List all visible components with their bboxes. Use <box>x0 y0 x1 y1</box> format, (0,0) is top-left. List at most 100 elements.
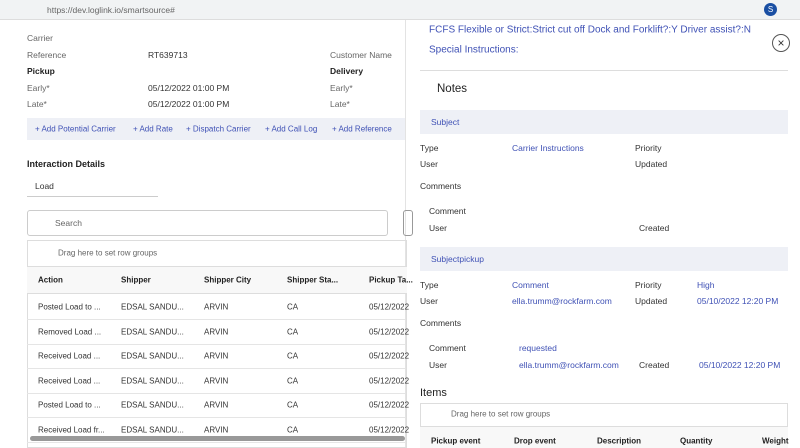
cell: EDSAL SANDU... <box>121 425 184 435</box>
field-label: Customer Name <box>330 50 392 60</box>
note-subject-bar <box>420 110 788 134</box>
note-user: ella.trumm@rockfarm.com <box>512 296 612 306</box>
section-label: Pickup <box>27 66 55 76</box>
group-hint: Drag here to set row groups <box>451 409 551 419</box>
cell: Received Load ... <box>38 376 101 386</box>
column-header[interactable]: Action <box>38 275 63 285</box>
note-updated: 05/10/2022 12:20 PM <box>697 296 779 306</box>
action-button[interactable]: + Add Potential Carrier <box>35 124 116 134</box>
side-button[interactable] <box>403 210 413 236</box>
field-label: Late* <box>27 99 47 109</box>
cell: 05/12/2022 <box>369 400 410 410</box>
note-label: Comment <box>429 343 466 353</box>
column-header[interactable]: Pickup Ta... <box>369 275 413 285</box>
column-header[interactable]: Weight <box>762 436 789 446</box>
field-value: 05/12/2022 01:00 PM <box>148 83 230 93</box>
cell: CA <box>287 425 299 435</box>
action-button[interactable]: + Dispatch Carrier <box>186 124 251 134</box>
section-title: Interaction Details <box>27 159 106 169</box>
note-created: 05/10/2022 12:20 PM <box>699 360 781 370</box>
field-label: Reference <box>27 50 67 60</box>
cell: CA <box>287 302 299 312</box>
action-button[interactable]: + Add Rate <box>133 124 173 134</box>
field-value: RT639713 <box>148 50 188 60</box>
row-divider <box>27 442 405 443</box>
column-header[interactable]: Shipper City <box>204 275 252 285</box>
cell: 05/12/2022 <box>369 425 410 435</box>
note-label: Priority <box>635 280 662 290</box>
note-label: Created <box>639 223 670 233</box>
note-label: Comments <box>420 181 462 191</box>
note-label: Updated <box>635 296 668 306</box>
divider <box>420 70 788 71</box>
row-divider <box>27 319 405 320</box>
field-label: Late* <box>330 99 350 109</box>
left-panel <box>0 20 405 448</box>
column-header[interactable]: Description <box>597 436 642 446</box>
note-subject[interactable]: Subject <box>431 117 460 127</box>
column-header[interactable]: Shipper <box>121 275 151 285</box>
group-hint: Drag here to set row groups <box>58 248 158 258</box>
note-label: Type <box>420 143 439 153</box>
note-subject[interactable]: Subjectpickup <box>431 254 484 264</box>
column-header[interactable]: Quantity <box>680 436 713 446</box>
cell: Received Load ... <box>38 351 101 361</box>
row-divider <box>27 392 405 394</box>
close-button[interactable]: × <box>772 34 790 52</box>
notes-drawer <box>405 20 800 448</box>
row-divider <box>27 343 405 345</box>
note-label: Created <box>639 360 670 370</box>
cell: ARVIN <box>204 376 229 386</box>
cell: Posted Load to ... <box>38 400 101 410</box>
note-label: User <box>429 360 447 370</box>
column-header[interactable]: Pickup event <box>431 436 481 446</box>
note-priority: High <box>697 280 715 290</box>
field-label: Early* <box>330 83 353 93</box>
section-label: Delivery <box>330 66 364 76</box>
note-label: User <box>420 296 438 306</box>
avatar[interactable]: S <box>764 3 777 16</box>
cell: ARVIN <box>204 400 229 410</box>
note-label: User <box>429 223 447 233</box>
note-label: Updated <box>635 159 668 169</box>
filter-select[interactable] <box>27 175 158 197</box>
field-label: Early* <box>27 83 50 93</box>
note-comment: requested <box>519 343 557 353</box>
items-title: Items <box>420 387 447 399</box>
cell: EDSAL SANDU... <box>121 400 184 410</box>
column-header[interactable]: Drop event <box>514 436 556 446</box>
note-label: Type <box>420 280 439 290</box>
browser-bar <box>0 0 800 20</box>
search-placeholder[interactable]: Search <box>55 218 82 228</box>
cell: EDSAL SANDU... <box>121 376 184 386</box>
note-label: Comments <box>420 318 462 328</box>
filter-value[interactable]: Load <box>35 181 54 191</box>
cell: 05/12/2022 <box>369 302 410 312</box>
instructions: FCFS Flexible or Strict:Strict cut off D… <box>429 24 751 36</box>
cell: ARVIN <box>204 302 229 312</box>
note-user: ella.trumm@rockfarm.com <box>519 360 619 370</box>
cell: ARVIN <box>204 327 229 337</box>
action-button[interactable]: + Add Call Log <box>265 124 318 134</box>
special-instructions: Special Instructions: <box>429 44 519 56</box>
url[interactable]: https://dev.loglink.io/smartsource# <box>47 5 175 15</box>
note-type: Comment <box>512 280 549 290</box>
action-button[interactable]: + Add Reference <box>332 124 392 134</box>
note-label: Comment <box>429 206 466 216</box>
column-header[interactable]: Shipper Sta... <box>287 275 339 285</box>
note-label: User <box>420 159 438 169</box>
cell: EDSAL SANDU... <box>121 351 184 361</box>
cell: ARVIN <box>204 351 229 361</box>
row-divider <box>27 368 405 370</box>
search-box[interactable] <box>27 210 388 236</box>
cell: EDSAL SANDU... <box>121 302 184 312</box>
action-bar <box>27 118 405 140</box>
cell: 05/12/2022 <box>369 327 410 337</box>
cell: Removed Load ... <box>38 327 102 337</box>
cell: CA <box>287 376 299 386</box>
grid-header <box>27 266 407 294</box>
items-header <box>420 426 788 448</box>
cell: CA <box>287 351 299 361</box>
field-label: Carrier <box>27 33 53 43</box>
